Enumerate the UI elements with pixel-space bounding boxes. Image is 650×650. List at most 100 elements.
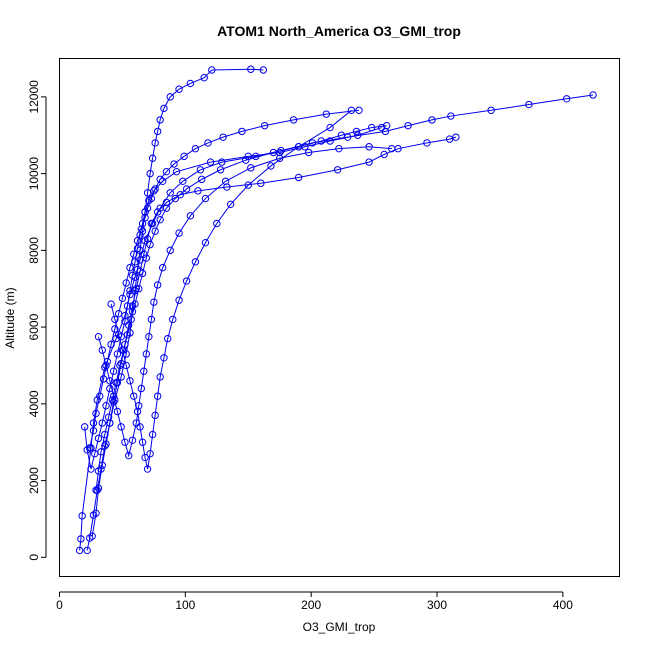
series-line	[86, 68, 264, 551]
data-point	[162, 204, 171, 212]
data-point	[103, 357, 112, 366]
data-point	[277, 146, 285, 155]
data-point	[109, 392, 118, 400]
data-point	[122, 361, 130, 370]
y-tick-label: 8000	[27, 237, 41, 264]
data-point	[135, 402, 143, 410]
data-point	[175, 296, 183, 304]
data-point	[141, 214, 149, 222]
data-point	[269, 148, 278, 157]
data-point	[169, 315, 177, 324]
y-tick-label: 6000	[27, 313, 41, 340]
data-point	[114, 331, 123, 339]
data-point	[107, 340, 115, 349]
data-point	[257, 179, 265, 187]
data-point	[238, 127, 246, 136]
data-point	[109, 367, 118, 375]
data-point	[106, 384, 114, 393]
data-point	[96, 392, 104, 400]
data-point	[130, 392, 138, 400]
data-point	[133, 244, 142, 253]
data-point	[365, 143, 373, 151]
data-point	[118, 346, 127, 354]
chart-title: ATOM1 North_America O3_GMI_trop	[217, 23, 461, 39]
data-point	[117, 373, 125, 381]
data-point	[150, 187, 158, 195]
data-point	[335, 144, 343, 153]
data-point	[182, 185, 191, 193]
data-point	[322, 110, 330, 118]
data-point	[151, 139, 159, 147]
data-point	[151, 227, 159, 235]
data-point	[104, 413, 113, 421]
data-point	[153, 392, 162, 400]
data-point	[143, 204, 152, 212]
data-point	[160, 354, 168, 362]
data-point	[289, 116, 298, 124]
data-point	[175, 229, 183, 237]
series-line	[79, 94, 594, 551]
x-tick-label: 100	[175, 598, 195, 612]
data-point	[191, 258, 200, 266]
series-line	[91, 136, 457, 537]
data-point	[75, 546, 84, 555]
plot-area	[75, 65, 597, 555]
data-point	[242, 156, 250, 164]
data-point	[106, 377, 114, 385]
data-point	[136, 423, 144, 431]
data-point	[111, 315, 119, 324]
data-point	[92, 486, 100, 494]
data-point	[216, 166, 225, 174]
data-point	[92, 509, 100, 517]
data-point	[77, 535, 85, 543]
data-point	[98, 419, 106, 427]
series-line	[95, 125, 387, 491]
data-point	[326, 123, 334, 132]
data-point	[151, 411, 159, 420]
data-point	[194, 187, 202, 195]
data-point	[428, 116, 436, 124]
data-point	[201, 194, 210, 203]
data-point	[191, 144, 200, 153]
data-point	[147, 315, 156, 324]
x-tick-label: 400	[553, 598, 573, 612]
data-point	[78, 512, 86, 520]
data-point	[102, 361, 110, 370]
data-point	[138, 269, 147, 278]
y-tick-label: 0	[27, 554, 41, 561]
data-point	[423, 139, 431, 147]
series-line	[89, 109, 360, 449]
series-line	[110, 109, 352, 470]
data-point	[171, 194, 179, 203]
series-profile	[92, 121, 391, 494]
data-point	[347, 106, 356, 115]
data-point	[267, 162, 275, 170]
data-point	[162, 198, 171, 207]
data-point	[447, 112, 455, 120]
data-point	[196, 166, 205, 174]
x-axis: 0 100 200 300 400	[56, 591, 573, 612]
data-point	[131, 300, 139, 308]
data-point	[125, 451, 133, 460]
data-point	[172, 167, 181, 176]
data-point	[247, 164, 255, 172]
data-point	[166, 189, 174, 197]
data-point	[122, 279, 130, 287]
data-point	[141, 453, 149, 462]
series-profile	[75, 91, 597, 555]
data-point	[317, 137, 325, 145]
series-line	[84, 127, 382, 470]
data-point	[186, 79, 195, 88]
plot-frame	[59, 58, 620, 577]
data-point	[153, 281, 162, 289]
data-point	[92, 409, 100, 418]
data-point	[166, 93, 174, 101]
data-point	[352, 127, 361, 136]
data-point	[121, 438, 129, 446]
data-point	[452, 133, 460, 141]
data-point	[138, 438, 147, 446]
data-point	[145, 332, 153, 341]
data-point	[126, 286, 134, 295]
data-point	[127, 315, 135, 324]
data-point	[113, 407, 122, 416]
